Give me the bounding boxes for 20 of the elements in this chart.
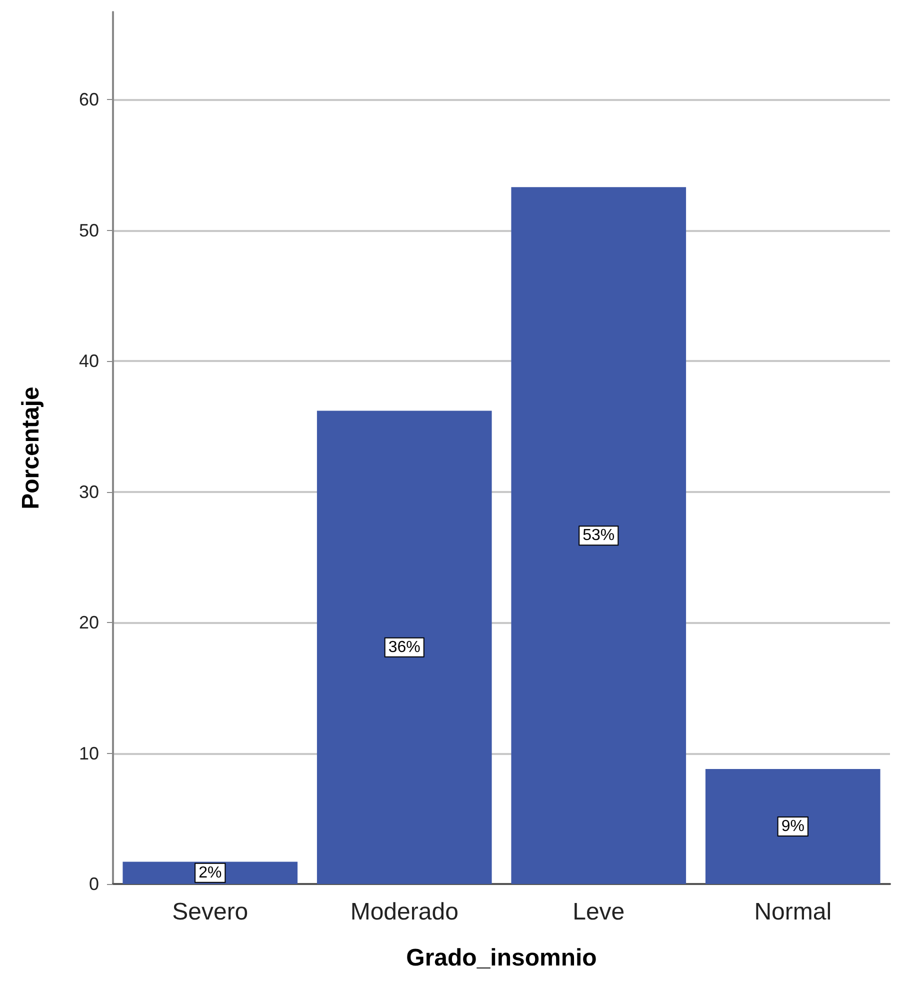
y-tick-label: 30 <box>78 482 99 502</box>
data-label: 53% <box>582 527 615 544</box>
bar <box>316 410 492 884</box>
bar <box>511 187 686 884</box>
x-axis-title: Grado_insomnio <box>406 944 597 972</box>
y-axis-title: Porcentaje <box>18 386 44 510</box>
y-tick-label: 60 <box>78 90 99 110</box>
y-tick-label: 0 <box>88 874 99 894</box>
y-tick-label: 10 <box>78 743 99 764</box>
y-tick-label: 20 <box>78 612 99 633</box>
x-tick-label: Severo <box>172 898 248 926</box>
data-label: 2% <box>198 864 222 882</box>
x-tick-label: Normal <box>754 898 832 926</box>
y-tick-label: 40 <box>78 351 99 372</box>
data-label: 36% <box>388 638 420 656</box>
bar <box>705 768 880 884</box>
data-label: 9% <box>781 818 804 835</box>
x-tick-label: Leve <box>572 898 625 926</box>
y-tick-label: 50 <box>78 220 99 240</box>
x-tick-label: Moderado <box>350 898 458 926</box>
